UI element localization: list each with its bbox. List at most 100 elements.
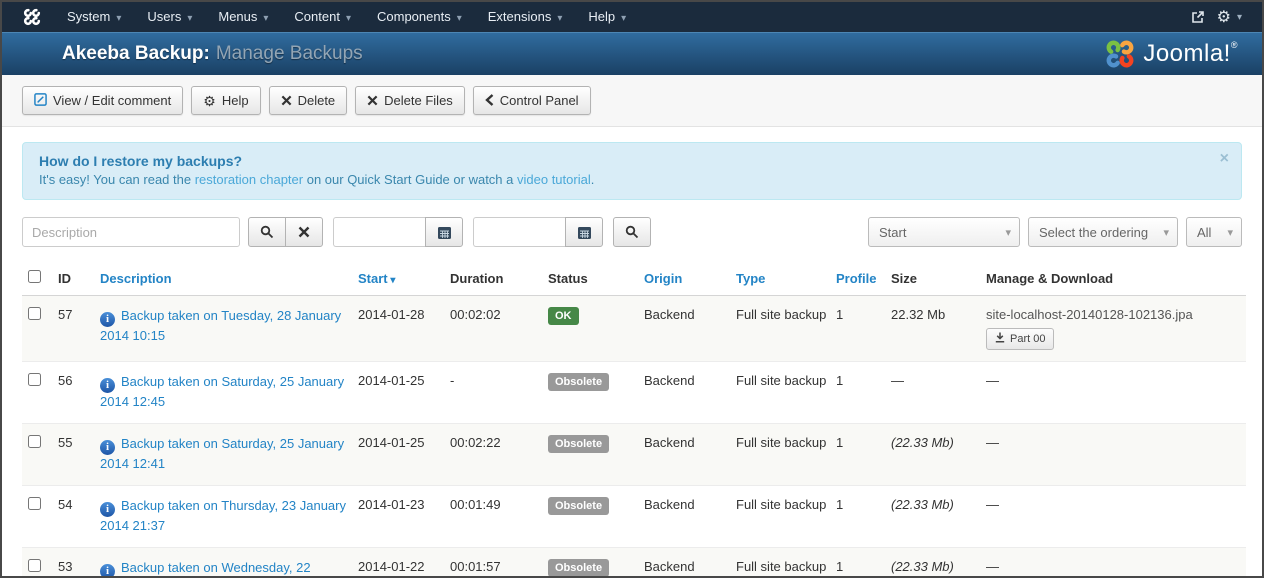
preview-site-icon[interactable]	[1191, 10, 1205, 24]
menu-extensions[interactable]: Extensions	[475, 2, 576, 32]
joomla-brand-text: Joomla!®	[1143, 40, 1238, 67]
joomla-icon[interactable]	[22, 6, 44, 28]
edit-icon	[34, 93, 47, 108]
status-badge: Obsolete	[548, 558, 610, 576]
backup-size: (22.33 Mb)	[889, 547, 984, 576]
backup-manage: site-localhost-20140128-102136.jpa Part …	[984, 295, 1246, 362]
delete-files-button[interactable]: Delete Files	[355, 86, 465, 115]
user-settings-icon[interactable]: ⚙	[1217, 7, 1242, 27]
backup-description-link[interactable]: Backup taken on Saturday, 25 January 201…	[100, 374, 345, 409]
col-manage-download: Manage & Download	[984, 261, 1246, 296]
backup-manage: —	[984, 423, 1246, 486]
row-checkbox[interactable]	[28, 307, 41, 320]
download-part-button[interactable]: Part 00	[986, 328, 1055, 350]
backup-profile: 1	[834, 295, 889, 362]
backup-type: Full site backup	[734, 547, 834, 576]
filter-bar: Start Select the ordering All	[22, 217, 1242, 247]
backup-size: 22.32 Mb	[889, 295, 984, 362]
backup-size: (22.33 Mb)	[889, 485, 984, 548]
status-badge: Obsolete	[548, 434, 610, 453]
page-title-app: Akeeba Backup:	[62, 43, 210, 64]
info-icon	[100, 501, 115, 517]
row-checkbox[interactable]	[28, 434, 41, 448]
backup-description-link[interactable]: Backup taken on Wednesday, 22 January 20…	[121, 559, 311, 575]
select-all-checkbox[interactable]	[28, 270, 41, 283]
info-alert-title: How do I restore my backups?	[39, 153, 243, 169]
search-button[interactable]	[248, 217, 286, 247]
page-title: Akeeba Backup: Manage Backups	[62, 43, 363, 65]
menu-content[interactable]: Content	[281, 2, 364, 32]
ordering-select[interactable]: Select the ordering	[1028, 217, 1178, 247]
backup-origin: Backend	[642, 295, 734, 362]
backup-profile: 1	[834, 485, 889, 548]
backup-manage: —	[984, 361, 1246, 424]
backup-description-link[interactable]: Backup taken on Tuesday, 28 January 2014…	[100, 308, 342, 343]
backup-origin: Backend	[642, 361, 734, 424]
col-status: Status	[546, 261, 642, 296]
toolbar: View / Edit comment ⚙ Help Delete Delete …	[2, 75, 1262, 127]
col-profile: Profile	[834, 261, 889, 296]
backup-duration: 00:02:22	[448, 423, 546, 486]
table-row: 53 Backup taken on Wednesday, 22 January…	[22, 547, 1246, 576]
date-to-input[interactable]	[473, 217, 565, 247]
backup-origin: Backend	[642, 423, 734, 486]
view-edit-comment-button[interactable]: View / Edit comment	[22, 86, 184, 115]
date-from-input[interactable]	[333, 217, 425, 247]
table-row: 57 Backup taken on Tuesday, 28 January 2…	[22, 295, 1246, 362]
menu-system[interactable]: System	[54, 2, 134, 32]
backup-start: 2014-01-28	[356, 295, 448, 362]
backup-id: 55	[56, 423, 98, 486]
date-search-button[interactable]	[613, 217, 651, 247]
x-icon	[367, 94, 378, 108]
backup-start: 2014-01-25	[356, 361, 448, 424]
archive-filename: site-localhost-20140128-102136.jpa	[986, 307, 1193, 322]
backup-type: Full site backup	[734, 485, 834, 548]
info-icon	[100, 378, 115, 393]
backup-profile: 1	[834, 547, 889, 576]
backup-id: 57	[56, 295, 98, 362]
control-panel-button[interactable]: Control Panel	[472, 86, 591, 115]
col-size: Size	[889, 261, 984, 296]
sort-field-select[interactable]: Start	[868, 217, 1020, 247]
backup-size: —	[889, 361, 984, 424]
calendar-icon-from[interactable]	[425, 217, 463, 247]
backup-duration: 00:01:57	[448, 547, 546, 576]
status-badge: Obsolete	[548, 496, 610, 515]
table-row: 56 Backup taken on Saturday, 25 January …	[22, 361, 1246, 424]
delete-button[interactable]: Delete	[268, 86, 348, 115]
menu-components[interactable]: Components	[364, 2, 475, 32]
backup-description-link[interactable]: Backup taken on Saturday, 25 January 201…	[100, 435, 345, 471]
row-checkbox[interactable]	[28, 373, 41, 386]
clear-filter-button[interactable]	[285, 217, 323, 247]
info-icon	[100, 563, 115, 576]
limit-select[interactable]: All	[1186, 217, 1242, 247]
gear-icon: ⚙	[203, 92, 216, 109]
backup-duration: -	[448, 361, 546, 424]
restoration-chapter-link[interactable]: restoration chapter	[194, 172, 304, 187]
admin-top-nav: System Users Menus Content Components Ex…	[2, 2, 1262, 32]
backup-description-link[interactable]: Backup taken on Thursday, 23 January 201…	[100, 497, 346, 533]
table-row: 54 Backup taken on Thursday, 23 January …	[22, 485, 1246, 548]
help-button[interactable]: ⚙ Help	[191, 86, 261, 115]
status-badge: OK	[548, 307, 579, 325]
row-checkbox[interactable]	[28, 558, 41, 572]
video-tutorial-link[interactable]: video tutorial	[517, 172, 591, 187]
menu-users[interactable]: Users	[134, 2, 205, 32]
description-filter-input[interactable]	[22, 217, 240, 247]
menu-help[interactable]: Help	[575, 2, 639, 32]
status-badge: Obsolete	[548, 373, 610, 391]
backup-id: 56	[56, 361, 98, 424]
backups-table: ID Description Start Duration Status Ori…	[22, 261, 1246, 576]
col-id: ID	[56, 261, 98, 296]
col-duration: Duration	[448, 261, 546, 296]
download-icon	[995, 332, 1005, 346]
col-description: Description	[98, 261, 356, 296]
calendar-icon-to[interactable]	[565, 217, 603, 247]
row-checkbox[interactable]	[28, 496, 41, 510]
backup-start: 2014-01-23	[356, 485, 448, 548]
menu-menus[interactable]: Menus	[205, 2, 281, 32]
backup-origin: Backend	[642, 547, 734, 576]
backup-type: Full site backup	[734, 423, 834, 486]
close-icon[interactable]: ×	[1219, 150, 1229, 167]
